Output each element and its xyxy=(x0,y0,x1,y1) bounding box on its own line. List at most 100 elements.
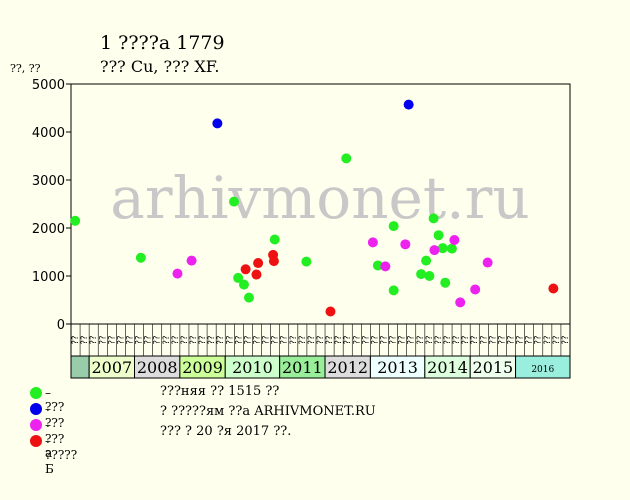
y-tick-label: 1000 xyxy=(32,270,65,285)
x-sublabel: ?? xyxy=(71,335,81,344)
x-sublabel: ?? xyxy=(461,335,471,344)
plot-area xyxy=(70,83,571,325)
x-sublabel: ?? xyxy=(262,335,272,344)
data-point xyxy=(388,285,399,296)
x-sublabel: ?? xyxy=(162,335,172,344)
y-tick-label: 4000 xyxy=(32,126,65,141)
year-label: 2011 xyxy=(282,358,323,377)
x-sublabel: ?? xyxy=(325,335,335,344)
x-sublabel: ?? xyxy=(171,335,181,344)
data-point xyxy=(186,255,197,266)
legend-marker-icon xyxy=(30,435,42,447)
data-point xyxy=(428,213,439,224)
legend-marker-icon xyxy=(30,403,42,415)
x-sublabel: ?? xyxy=(98,335,108,344)
x-sublabel: ?? xyxy=(416,335,426,344)
year-label: 2015 xyxy=(473,358,514,377)
legend-label: – ??? xyxy=(45,402,65,430)
x-sublabel: ?? xyxy=(198,335,208,344)
data-point xyxy=(233,272,244,283)
x-sublabel: ?? xyxy=(125,335,135,344)
x-sublabel-row xyxy=(70,323,571,357)
year-label: 2007 xyxy=(91,358,132,377)
x-sublabel: ?? xyxy=(234,335,244,344)
data-point xyxy=(548,283,559,294)
data-point xyxy=(251,269,262,280)
legend-label: – ???а xyxy=(45,418,65,460)
x-sublabel: ?? xyxy=(180,335,190,344)
x-sublabel: ?? xyxy=(534,335,544,344)
x-sublabel: ?? xyxy=(479,335,489,344)
year-label: 2012 xyxy=(327,358,368,377)
x-sublabel: ?? xyxy=(252,335,262,344)
watermark: arhivmonet.ru xyxy=(110,164,529,232)
year-label: 2016 xyxy=(531,365,554,375)
data-point xyxy=(243,292,254,303)
x-sublabel: ?? xyxy=(389,335,399,344)
chart-subtitle: ??? Cu, ??? XF. xyxy=(100,57,220,76)
data-point xyxy=(212,118,223,129)
x-sublabel: ?? xyxy=(398,335,408,344)
data-point xyxy=(325,306,336,317)
x-sublabel: ?? xyxy=(280,335,290,344)
x-sublabel: ?? xyxy=(243,335,253,344)
data-point xyxy=(380,261,391,272)
x-sublabel: ?? xyxy=(144,335,154,344)
year-cell xyxy=(515,355,571,379)
x-sublabel: ?? xyxy=(370,335,380,344)
x-sublabel: ?? xyxy=(116,335,126,344)
x-sublabel: ?? xyxy=(216,335,226,344)
x-sublabel: ?? xyxy=(525,335,535,344)
x-sublabel: ?? xyxy=(316,335,326,344)
x-sublabel: ?? xyxy=(298,335,308,344)
x-sublabel: ?? xyxy=(488,335,498,344)
chart-title: 1 ????а 1779 xyxy=(100,32,225,54)
data-point xyxy=(416,269,427,280)
data-point xyxy=(437,243,448,254)
x-sublabel: ?? xyxy=(425,335,435,344)
data-point xyxy=(449,235,460,245)
note-line: ??? ? 20 ?я 2017 ??. xyxy=(160,424,292,439)
x-sublabel: ?? xyxy=(189,335,199,344)
x-sublabel: ?? xyxy=(343,335,353,344)
x-sublabel: ?? xyxy=(271,335,281,344)
legend-label: – ?????Б xyxy=(45,434,78,476)
x-sublabel: ?? xyxy=(135,335,145,344)
data-point xyxy=(482,257,493,268)
data-point xyxy=(268,256,279,267)
data-point xyxy=(429,245,440,256)
data-point xyxy=(372,260,383,271)
data-point xyxy=(440,277,451,288)
data-point xyxy=(253,258,264,269)
data-point xyxy=(240,264,251,275)
note-line: ? ?????ям ??а ARHIVMONET.RU xyxy=(160,404,376,419)
x-sublabel: ?? xyxy=(443,335,453,344)
data-point xyxy=(403,99,414,110)
year-label: 2008 xyxy=(137,358,178,377)
data-point xyxy=(172,268,183,279)
y-tick-label: 5000 xyxy=(32,78,65,93)
year-label: 2009 xyxy=(182,358,223,377)
legend-marker-icon xyxy=(30,387,42,399)
x-sublabel: ?? xyxy=(507,335,517,344)
x-sublabel: ?? xyxy=(516,335,526,344)
data-point xyxy=(341,153,352,164)
data-point xyxy=(70,215,81,226)
data-point xyxy=(421,255,432,266)
data-point xyxy=(433,230,444,241)
x-sublabel: ?? xyxy=(207,335,217,344)
x-sublabel: ?? xyxy=(497,335,507,344)
legend-label: – ??? xyxy=(45,386,65,414)
data-point xyxy=(269,234,280,245)
x-sublabel: ?? xyxy=(307,335,317,344)
y-tick-label: 3000 xyxy=(32,174,65,189)
x-sublabel: ?? xyxy=(107,335,117,344)
data-point xyxy=(238,279,249,290)
y-tick-label: 0 xyxy=(57,318,65,333)
year-label: 2013 xyxy=(377,358,418,377)
year-label: 2010 xyxy=(232,358,273,377)
x-sublabel: ?? xyxy=(452,335,462,344)
x-sublabel: ?? xyxy=(225,335,235,344)
x-sublabel: ?? xyxy=(361,335,371,344)
x-sublabel: ?? xyxy=(561,335,571,344)
